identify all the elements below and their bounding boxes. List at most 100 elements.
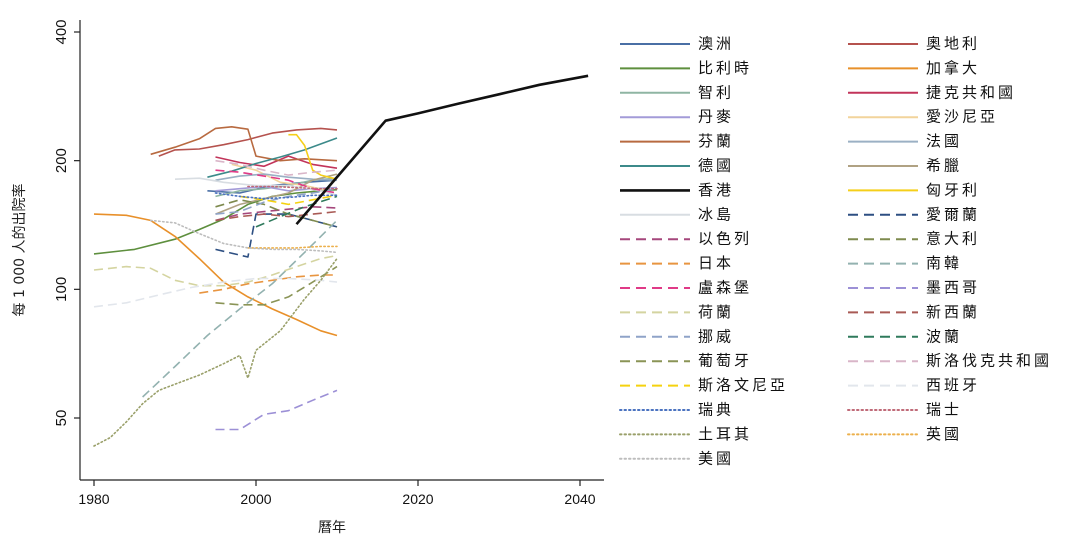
legend-label: 希臘 <box>926 157 962 175</box>
legend-label: 斯洛文尼亞 <box>698 376 788 394</box>
y-tick-label: 400 <box>53 19 70 44</box>
legend-label: 日本 <box>698 254 734 272</box>
legend-item: 冰島 <box>620 205 734 223</box>
legend-item: 斯洛文尼亞 <box>620 376 788 394</box>
legend-item: 愛沙尼亞 <box>848 108 995 126</box>
series-line <box>149 219 338 254</box>
series-line <box>174 177 338 197</box>
series-line <box>288 133 338 180</box>
y-tick-label: 200 <box>53 148 70 173</box>
legend-label: 挪威 <box>698 327 734 345</box>
legend-label: 加拿大 <box>926 59 980 77</box>
legend-item: 瑞士 <box>847 401 962 419</box>
legend-item: 希臘 <box>848 157 962 175</box>
series-line <box>215 389 338 431</box>
series-line <box>93 188 338 255</box>
legend-label: 斯洛伐克共和國 <box>926 352 1052 370</box>
series-line <box>215 210 338 222</box>
legend-label: 南韓 <box>926 254 962 272</box>
series-line <box>231 163 330 192</box>
legend-label: 捷克共和國 <box>926 83 1016 101</box>
series-line <box>93 254 338 287</box>
legend-item: 荷蘭 <box>620 303 731 321</box>
series-line <box>150 126 338 162</box>
legend-item: 土耳其 <box>619 425 752 443</box>
legend-item: 新西蘭 <box>848 303 977 321</box>
legend-item: 斯洛伐克共和國 <box>848 352 1052 370</box>
legend-item: 法國 <box>848 132 962 150</box>
series-line <box>215 265 338 306</box>
legend-item: 澳洲 <box>620 35 731 53</box>
legend-item: 葡萄牙 <box>620 352 752 370</box>
legend-label: 瑞士 <box>926 401 962 419</box>
legend-label: 英國 <box>926 425 962 443</box>
series-line <box>215 169 338 194</box>
legend-label: 美國 <box>698 449 734 467</box>
legend-label: 香港 <box>698 181 734 199</box>
legend-item: 芬蘭 <box>620 132 731 150</box>
legend-item: 英國 <box>847 425 962 443</box>
legend-item: 以色列 <box>620 230 752 248</box>
series-line <box>142 219 338 398</box>
legend-item: 捷克共和國 <box>848 83 1016 101</box>
x-tick-label: 2040 <box>564 491 595 507</box>
legend-label: 冰島 <box>698 205 734 223</box>
legend-item: 匈牙利 <box>848 181 980 199</box>
legend-label: 盧森堡 <box>698 279 752 297</box>
legend-item: 愛爾蘭 <box>848 205 980 223</box>
series-line <box>295 74 589 226</box>
legend-item: 奧地利 <box>848 35 977 53</box>
x-tick-label: 1980 <box>78 491 109 507</box>
y-axis: 50 100 200 400 <box>53 19 81 480</box>
legend-item: 比利時 <box>620 59 752 77</box>
x-ticks: 1980 2000 2020 2040 <box>78 480 596 507</box>
legend-label: 法國 <box>926 132 962 150</box>
legend-item: 挪威 <box>620 327 734 345</box>
legend-item: 德國 <box>620 157 734 175</box>
legend-item: 丹麥 <box>620 108 734 126</box>
legend-item: 香港 <box>620 181 734 199</box>
legend-label: 西班牙 <box>926 376 980 394</box>
legend-label: 波蘭 <box>926 327 962 345</box>
legend-item: 加拿大 <box>848 59 980 77</box>
y-tick-label: 100 <box>53 277 70 302</box>
legend-label: 比利時 <box>698 59 752 77</box>
legend-item: 意大利 <box>848 230 980 248</box>
legend-label: 葡萄牙 <box>698 352 752 370</box>
x-axis-title: 曆年 <box>318 520 346 536</box>
series-line <box>93 277 338 308</box>
series-line <box>214 192 338 200</box>
x-axis: 1980 2000 2020 2040 <box>78 479 604 507</box>
series-line <box>247 185 338 190</box>
series-line <box>215 187 338 215</box>
plot-series <box>93 74 589 447</box>
x-tick-label: 2000 <box>240 491 271 507</box>
legend-item: 瑞典 <box>619 401 734 419</box>
legend-item: 智利 <box>620 83 734 101</box>
legend-label: 德國 <box>698 157 734 175</box>
legend-label: 以色列 <box>698 230 752 248</box>
legend-label: 丹麥 <box>698 108 734 126</box>
series-line <box>207 137 338 178</box>
legend-item: 美國 <box>619 449 734 467</box>
series-line <box>158 127 338 157</box>
series-line <box>215 199 338 228</box>
x-tick-label: 2020 <box>402 491 433 507</box>
legend-label: 意大利 <box>926 230 980 248</box>
legend-item: 南韓 <box>848 254 962 272</box>
series-line <box>93 257 338 447</box>
legend-label: 匈牙利 <box>926 181 980 199</box>
y-tick-label: 50 <box>53 410 70 427</box>
legend-label: 瑞典 <box>698 401 734 419</box>
legend-item: 盧森堡 <box>620 279 752 297</box>
legend-label: 愛爾蘭 <box>926 205 980 223</box>
y-axis-title: 每 1 000 人的出院率 <box>11 184 28 317</box>
legend-item: 波蘭 <box>848 327 962 345</box>
legend-label: 智利 <box>698 83 734 101</box>
legend-label: 土耳其 <box>698 425 752 443</box>
series-line <box>215 206 338 222</box>
series-line <box>215 155 338 169</box>
series-line <box>93 213 338 337</box>
